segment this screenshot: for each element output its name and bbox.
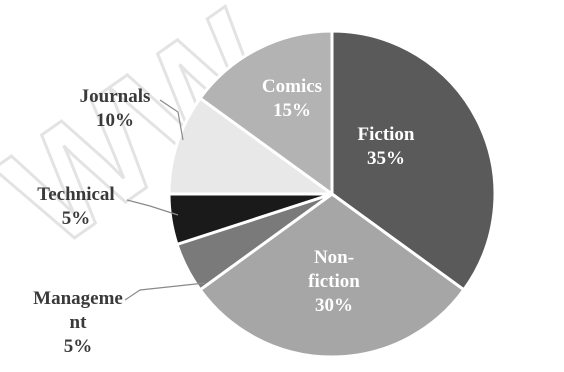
leaders-layer — [124, 99, 206, 301]
slices-layer — [167, 29, 497, 359]
pie-label-line: Comics — [262, 76, 322, 97]
pie-label-comics: Comics 15% — [262, 76, 322, 121]
leader-line-technical — [126, 199, 179, 216]
pie-slice-non-fiction — [198, 192, 466, 359]
pie-label-non-fiction: Non-fiction 30% — [308, 247, 360, 316]
pie-label-line: 35% — [367, 148, 405, 169]
pie-slice-fiction — [330, 29, 497, 292]
pie-label-line: 30% — [315, 295, 353, 316]
pie-label-journals: Journals 10% — [80, 86, 151, 131]
pie-label-line: Manageme — [33, 288, 123, 309]
pie-label-management: Manageme nt 5% — [33, 288, 123, 357]
pie-label-line: 10% — [96, 110, 134, 131]
pie-label-line: nt — [70, 312, 88, 333]
pie-label-line: Fiction — [358, 124, 415, 145]
pie-label-line: 5% — [62, 208, 91, 229]
pie-slice-comics — [198, 29, 334, 197]
pie-label-technical: Technical 5% — [37, 184, 114, 229]
pie-label-line: Non- — [314, 247, 354, 268]
pie-label-line: Journals — [80, 86, 151, 107]
pie-label-line: Technical — [37, 184, 114, 205]
labels-layer: Fiction 35%Non-fiction 30%Manageme nt 5%Tech… — [33, 76, 415, 357]
pie-label-line: 15% — [273, 100, 311, 121]
pie-slice-journals — [167, 96, 337, 196]
pie-label-line: fiction — [308, 271, 360, 292]
pie-label-fiction: Fiction 35% — [358, 124, 415, 169]
pie-label-line: 5% — [64, 336, 93, 357]
leader-line-journals — [159, 99, 184, 141]
leader-line-management — [124, 282, 206, 301]
